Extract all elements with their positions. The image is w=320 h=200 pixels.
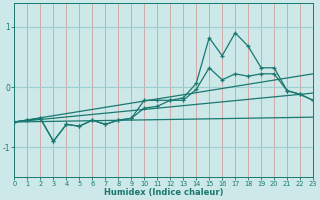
- X-axis label: Humidex (Indice chaleur): Humidex (Indice chaleur): [104, 188, 223, 197]
